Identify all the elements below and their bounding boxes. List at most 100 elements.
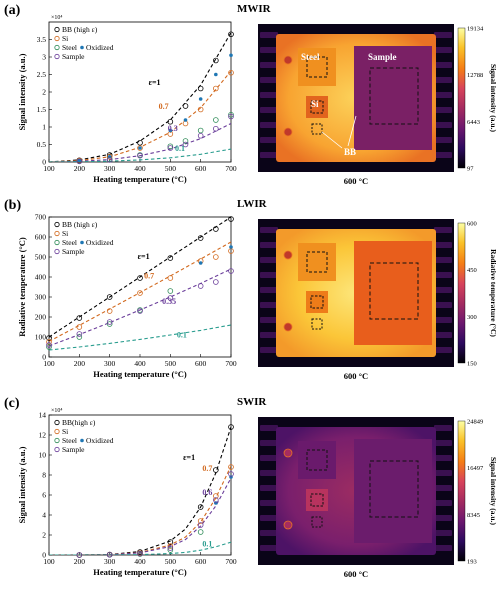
y-tick-label: 0 [42, 353, 46, 362]
data-point [197, 283, 204, 289]
y-axis-title: Radiative temperature (°C) [17, 237, 27, 337]
heater-fin [434, 500, 452, 506]
heater-fin [260, 455, 278, 461]
sample-region [354, 439, 432, 543]
x-tick-label: 600 [195, 359, 207, 368]
x-tick-label: 400 [134, 164, 146, 173]
x-tick-label: 600 [195, 557, 207, 566]
heater-fin [434, 302, 452, 308]
roi-box [311, 123, 323, 135]
y-tick-label: 12 [39, 431, 47, 440]
data-point [228, 111, 234, 118]
image-label: Steel [301, 52, 320, 62]
x-tick-label: 400 [134, 557, 146, 566]
y-multiplier: ×10⁴ [51, 15, 62, 21]
legend-label: Oxidized [86, 436, 114, 445]
data-point [228, 424, 234, 430]
band-title: LWIR [237, 198, 268, 210]
legend-item: Steel Oxidized [54, 43, 114, 52]
screw-hole [283, 55, 293, 65]
x-tick-label: 100 [43, 557, 55, 566]
data-point [197, 85, 204, 92]
x-tick-label: 500 [165, 164, 177, 173]
x-tick-label: 700 [225, 359, 237, 368]
legend-marker [54, 44, 60, 51]
y-tick-label: 2 [42, 531, 46, 540]
thermal-image [258, 417, 454, 565]
data-point [77, 158, 82, 163]
data-point [76, 331, 83, 337]
legend-item: BB(high ε) [54, 418, 96, 427]
legend-label: Steel [62, 43, 77, 52]
fit-curve [49, 123, 231, 162]
fit-curve [49, 426, 231, 555]
legend-marker [80, 45, 84, 50]
screw-hole [283, 127, 293, 137]
data-point [137, 275, 143, 281]
series-bb-high- [46, 216, 234, 341]
colorbar [457, 27, 466, 169]
x-tick-label: 100 [43, 164, 55, 173]
legend-marker [54, 239, 60, 246]
x-tick-label: 200 [74, 557, 86, 566]
data-point [167, 295, 174, 301]
fit-label: 0.1 [202, 540, 212, 549]
data-point [167, 288, 174, 294]
legend-label: BB(high ε) [62, 418, 96, 427]
legend-item: BB (high ε) [54, 220, 98, 229]
image-label: Si [311, 99, 319, 109]
legend-label: Si [62, 34, 68, 43]
data-point [213, 117, 219, 123]
data-point [137, 308, 143, 314]
heater-fin [434, 62, 452, 68]
heater-fin [260, 317, 278, 323]
data-point [167, 545, 174, 551]
heater-fin [434, 470, 452, 476]
si-region [306, 489, 328, 511]
fit-label: 0.7 [159, 102, 169, 111]
series-sample [76, 113, 234, 165]
heater-fin [434, 440, 452, 446]
data-point [213, 57, 219, 64]
data-point [167, 275, 174, 281]
panel-label: (b) [4, 198, 21, 213]
heater-fin [434, 530, 452, 536]
data-point [213, 493, 219, 499]
data-point [213, 279, 219, 285]
screw-hole [283, 520, 293, 530]
heater-fin [260, 347, 278, 353]
heater-fin [260, 425, 278, 431]
steel-region [298, 243, 336, 281]
colorbar-title: Radiative temperature (°C) [489, 249, 498, 337]
data-point [182, 103, 189, 109]
x-tick-label: 200 [74, 359, 86, 368]
data-point [197, 504, 204, 510]
heater-fin [434, 257, 452, 263]
screw-hole [283, 322, 293, 332]
y-tick-label: 700 [35, 213, 47, 222]
legend-item: Si [54, 229, 68, 238]
roi-box [310, 100, 324, 114]
x-tick-label: 300 [104, 557, 116, 566]
data-point [213, 125, 219, 132]
x-tick-label: 300 [104, 164, 116, 173]
colorbar-tick: 12788 [467, 72, 483, 79]
data-point [197, 132, 204, 139]
legend-marker [54, 446, 60, 453]
colorbar-tick: 97 [467, 166, 474, 173]
data-point [228, 113, 234, 120]
data-point [182, 141, 189, 148]
data-point [167, 539, 174, 545]
y-tick-label: 0 [42, 551, 46, 560]
heater-fin [260, 500, 278, 506]
data-point [167, 255, 174, 261]
data-point [137, 152, 143, 159]
colorbar [457, 420, 466, 562]
data-point [106, 308, 113, 314]
series-oxidized [198, 245, 233, 265]
heater-fin [260, 47, 278, 53]
legend-marker [54, 26, 60, 33]
heater-fin [260, 122, 278, 128]
legend-label: BB (high ε) [62, 25, 98, 34]
data-point [137, 290, 143, 296]
